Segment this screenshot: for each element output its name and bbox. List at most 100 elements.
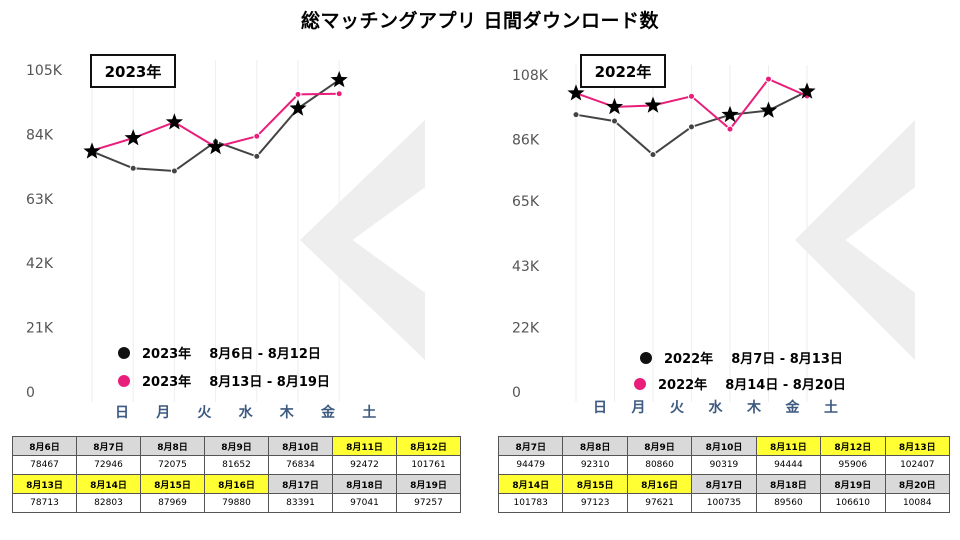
- star-marker-icon: [644, 96, 662, 113]
- star-marker-icon: [605, 97, 624, 115]
- data-point: [649, 151, 657, 159]
- value-cell: 97257: [396, 493, 461, 513]
- value-cell: 10084: [884, 493, 951, 513]
- value-cell: 92472: [332, 455, 397, 475]
- value-cell: 76834: [268, 455, 333, 475]
- x-tick-label: 水: [239, 404, 254, 421]
- star-marker-icon: [124, 129, 142, 146]
- x-tick-label: 金: [320, 404, 336, 421]
- value-cell: 94479: [497, 455, 564, 475]
- data-point: [253, 132, 261, 140]
- date-cell: 8月12日: [396, 436, 461, 456]
- date-cell: 8月16日: [204, 474, 269, 494]
- date-cell: 8月15日: [140, 474, 205, 494]
- date-cell: 8月15日: [562, 474, 628, 494]
- data-point: [294, 90, 302, 98]
- data-point: [611, 117, 618, 125]
- value-cell: 94444: [755, 455, 822, 475]
- legend-item: 2022年 8月7日 - 8月13日: [640, 348, 843, 367]
- watermark-arrow-icon: [300, 120, 425, 360]
- data-point: [253, 152, 261, 160]
- table-header-row: 8月6日 8月7日 8月8日 8月9日 8月10日 8月11日 8月12日: [12, 436, 461, 456]
- x-tick-label: 月: [155, 405, 170, 421]
- year-label-box: 2023年: [90, 54, 176, 88]
- x-tick-label: 日: [593, 400, 607, 416]
- value-cell: 101783: [497, 493, 564, 513]
- legend-year: 2023年: [142, 347, 192, 362]
- y-tick-label: 63K: [26, 192, 54, 208]
- table-header-row: 8月7日 8月8日 8月9日 8月10日 8月11日 8月12日 8月13日: [497, 436, 951, 456]
- star-marker-icon: [567, 84, 585, 101]
- date-cell: 8月19日: [820, 474, 886, 494]
- legend-range: 8月7日 - 8月13日: [731, 352, 843, 367]
- y-tick-label: 0: [512, 385, 521, 401]
- legend-year: 2023年: [142, 375, 192, 390]
- star-marker-icon: [759, 101, 778, 118]
- table-value-row: 78467 72946 72075 81652 76834 92472 101761: [12, 455, 461, 475]
- date-cell: 8月7日: [497, 436, 564, 456]
- date-cell: 8月10日: [268, 436, 333, 456]
- x-tick-label: 木: [746, 399, 762, 416]
- chart-panel-2022: 0 22K 43K 65K 86K 108K 日 月 火 水 木 金 土 2022年 2022年 8月7…: [480, 40, 960, 432]
- date-cell: 8月8日: [140, 436, 205, 456]
- y-tick-label: 21K: [26, 321, 54, 337]
- value-cell: 92310: [562, 455, 628, 475]
- table-header-row: 8月14日 8月15日 8月16日 8月17日 8月18日 8月19日 8月20日: [497, 474, 951, 494]
- value-cell: 97041: [332, 493, 397, 513]
- value-cell: 95906: [820, 455, 886, 475]
- y-tick-label: 105K: [26, 63, 63, 79]
- y-tick-label: 86K: [512, 133, 540, 149]
- line-chart-2022: 0 22K 43K 65K 86K 108K 日 月 火 水 木 金 土: [512, 65, 915, 416]
- date-cell: 8月11日: [755, 436, 822, 456]
- x-tick-label: 月: [631, 400, 646, 416]
- table-value-row: 101783 97123 97621 100735 89560 106610 10084: [497, 493, 951, 513]
- x-tick-label: 土: [824, 399, 838, 416]
- year-label-box: 2022年: [580, 54, 666, 88]
- date-cell: 8月6日: [12, 436, 77, 456]
- star-marker-icon: [83, 142, 101, 159]
- date-cell: 8月9日: [626, 436, 693, 456]
- data-point: [335, 90, 343, 98]
- date-cell: 8月7日: [76, 436, 141, 456]
- y-tick-label: 42K: [26, 256, 54, 272]
- legend-dot-icon: [118, 374, 130, 387]
- table-value-row: 94479 92310 80860 90319 94444 95906 102407: [497, 455, 951, 475]
- legend-dot-icon: [118, 346, 130, 359]
- x-tick-label: 土: [362, 404, 376, 421]
- data-point: [129, 164, 137, 172]
- watermark-arrow-icon: [795, 120, 915, 360]
- value-cell: 72946: [76, 455, 141, 475]
- chart-panel-2023: 0 21K 42K 63K 84K 105K 日 月 火 水 木 金 土 2023年 2023年 8月6…: [0, 40, 480, 432]
- value-cell: 97621: [626, 493, 693, 513]
- x-tick-label: 日: [115, 405, 129, 421]
- data-point: [765, 75, 772, 83]
- line-chart-2023: 0 21K 42K 63K 84K 105K 日 月 火 水 木 金 土: [26, 60, 425, 421]
- value-cell: 78467: [12, 455, 77, 475]
- value-cell: 78713: [12, 493, 77, 513]
- x-tick-label: 火: [670, 400, 685, 416]
- data-point: [688, 123, 695, 131]
- x-tick-label: 火: [197, 405, 212, 421]
- value-cell: 83391: [268, 493, 333, 513]
- date-cell: 8月18日: [332, 474, 397, 494]
- y-tick-label: 0: [26, 385, 35, 401]
- y-tick-label: 84K: [26, 127, 54, 143]
- data-point: [726, 125, 734, 133]
- star-marker-icon: [165, 113, 183, 130]
- date-cell: 8月9日: [204, 436, 269, 456]
- page-title: 総マッチングアプリ 日間ダウンロード数: [300, 10, 660, 32]
- date-cell: 8月14日: [497, 474, 564, 494]
- date-cell: 8月17日: [691, 474, 757, 494]
- value-cell: 79880: [204, 493, 269, 513]
- data-point: [572, 111, 580, 119]
- y-tick-label: 43K: [512, 259, 540, 275]
- value-cell: 89560: [755, 493, 822, 513]
- x-tick-label: 水: [709, 399, 724, 416]
- legend-range: 8月13日 - 8月19日: [209, 375, 330, 390]
- legend-dot-icon: [634, 377, 646, 390]
- x-tick-label: 金: [785, 399, 801, 416]
- y-tick-label: 65K: [512, 194, 540, 210]
- star-marker-icon: [798, 82, 816, 99]
- legend-range: 8月6日 - 8月12日: [209, 347, 321, 362]
- value-cell: 72075: [140, 455, 205, 475]
